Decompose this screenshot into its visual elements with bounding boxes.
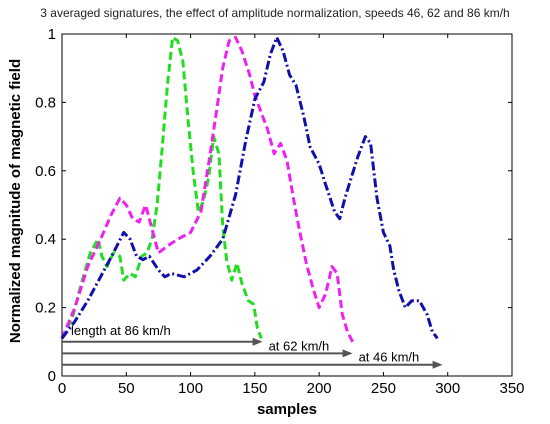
plot-frame (61, 33, 513, 377)
x-tick-label: 50 (118, 380, 135, 397)
arrow-label-2: at 62 km/h (269, 338, 330, 353)
series-line-3 (60, 35, 439, 340)
y-tick-label: 1 (48, 26, 56, 43)
arrow-head-3 (432, 360, 443, 369)
x-tick-label: 100 (178, 380, 203, 397)
x-tick-label: 150 (242, 380, 267, 397)
arrow-label-1: length at 86 km/h (71, 323, 171, 338)
y-tick-label: 0 (48, 368, 56, 385)
arrow-head-2 (342, 349, 353, 358)
x-tick-label: 0 (58, 380, 66, 397)
series-line-1 (60, 35, 263, 340)
y-tick-label: 0.2 (35, 300, 56, 317)
y-axis-label: Normalized magnitude of magnetic field (7, 59, 24, 343)
x-tick-label: 200 (307, 380, 332, 397)
arrow-label-3: at 46 km/h (359, 350, 420, 365)
x-axis-label: samples (257, 401, 317, 418)
y-tick-label: 0.6 (35, 163, 56, 180)
arrow-head-1 (252, 337, 263, 346)
chart-title: 3 averaged signatures, the effect of amp… (40, 6, 509, 20)
series-line-2 (60, 35, 354, 343)
x-tick-label: 300 (435, 380, 460, 397)
x-tick-label: 350 (499, 380, 524, 397)
y-tick-label: 0.8 (35, 94, 56, 111)
y-tick-label: 0.4 (35, 231, 56, 248)
x-tick-label: 250 (371, 380, 396, 397)
